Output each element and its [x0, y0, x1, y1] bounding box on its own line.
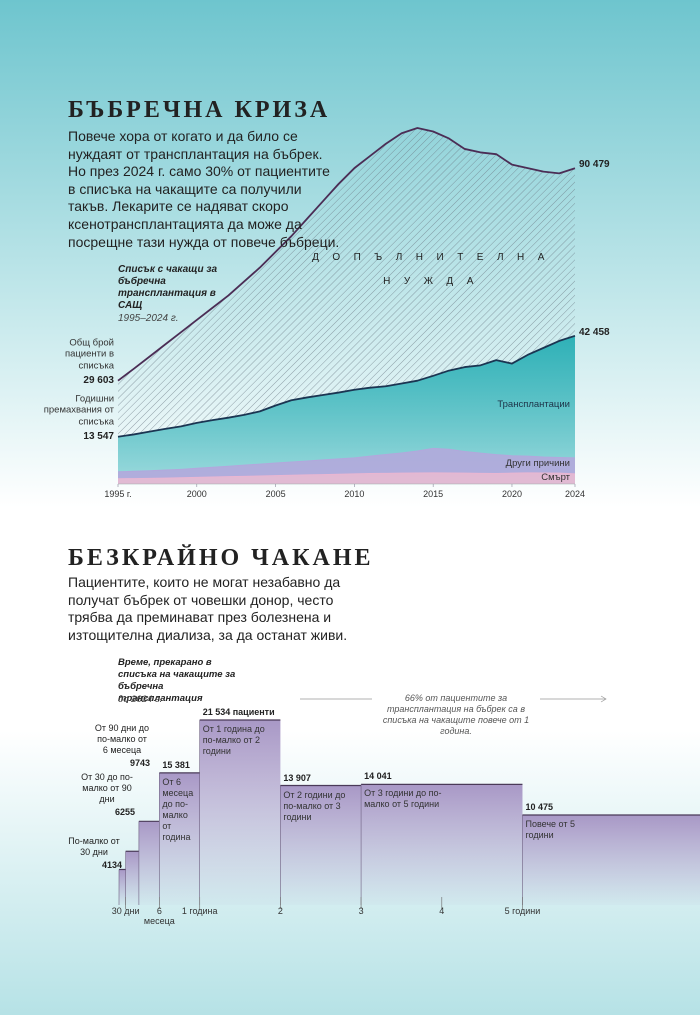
x-tick-label: 5 години	[504, 906, 541, 916]
annotation: Трансплантации	[497, 399, 570, 411]
value-label: 9743	[129, 758, 150, 768]
bar	[199, 720, 281, 905]
category-label: От 2 години до по-малко от 3 години	[283, 789, 346, 822]
x-tick-label: 30 дни	[111, 906, 140, 916]
category-label: От 90 дни до по-малко от 6 месеца	[94, 723, 150, 755]
series-label: Други причини	[505, 458, 570, 470]
series-line	[117, 127, 576, 382]
x-tick-label: 2005	[265, 489, 286, 499]
category-label: От 30 до по-малко от 90 дни	[81, 772, 133, 804]
x-tick-label: 6 месеца	[143, 906, 175, 926]
bar	[361, 784, 523, 905]
annotation: 66% от пациентите за трансплантация на б…	[382, 693, 530, 736]
bar	[280, 785, 362, 905]
value-label: 15 381	[162, 759, 190, 770]
value-label: 4134	[101, 860, 122, 870]
chart-period: до 2024 г.	[118, 694, 163, 705]
series-line	[117, 334, 576, 438]
series-label: Смърт	[541, 472, 570, 484]
x-tick-label: 2020	[501, 489, 522, 499]
x-tick-label: 2024	[564, 489, 586, 499]
bar	[159, 772, 200, 905]
bar	[138, 821, 160, 905]
category-label: По-малко от 30 дни	[68, 836, 120, 857]
chart-subtitle: Списък с чакащи за бъбречна трансплантац…	[118, 264, 218, 311]
bar	[522, 815, 700, 905]
arrow-head	[600, 695, 607, 703]
category-label: От 1 година до по-малко от 2 години	[202, 724, 265, 756]
stack-area	[118, 472, 575, 484]
annotation: ДОПЪЛНИТЕЛНА НУЖДА	[312, 252, 558, 287]
x-tick-label: 3	[358, 906, 364, 916]
x-tick-label: 4	[439, 906, 445, 916]
category-label: От 6 месеца до по-малко от година	[162, 776, 194, 842]
x-tick-label: 2	[277, 906, 283, 916]
intro-text: Пациентите, които не могат незабавно да …	[68, 574, 348, 643]
x-tick-label: 1995 г.	[104, 489, 132, 499]
value-label: 13 547	[83, 430, 114, 442]
bar	[125, 851, 139, 905]
value-label: 90 479	[579, 159, 610, 171]
stack-area	[118, 448, 575, 479]
x-tick-label: 2010	[344, 489, 365, 499]
value-label: 13 907	[283, 772, 311, 783]
value-label: 14 041	[364, 771, 392, 782]
removals-area	[118, 335, 575, 484]
value-label: 10 475	[525, 802, 553, 812]
value-label: 21 534 пациенти	[202, 707, 275, 717]
value-label: 29 603	[83, 374, 114, 386]
series-label: Годишни премахвания от списъка	[43, 393, 114, 428]
category-label: Повече от 5 години	[525, 819, 575, 840]
bar	[119, 869, 126, 905]
value-label: 42 458	[579, 326, 610, 338]
series-line	[117, 447, 576, 473]
chart-title: БЪБРЕЧНА КРИЗА	[68, 97, 331, 123]
series-label: Общ брой пациенти в списъка	[64, 337, 114, 372]
chart-title: БЕЗКРАЙНО ЧАКАНЕ	[68, 545, 374, 571]
x-tick-label: 2000	[186, 489, 207, 499]
value-label: 6255	[114, 807, 135, 817]
chart-subtitle: Време, прекарано в списъка на чакащите з…	[118, 657, 236, 704]
chart-period: 1995–2024 г.	[118, 313, 179, 324]
intro-text: Повече хора от когато и да било се нужда…	[68, 128, 340, 250]
series-line	[117, 472, 576, 480]
hatch-area	[118, 128, 575, 437]
x-tick-label: 2015	[423, 489, 444, 499]
x-tick-label: 1 година	[181, 906, 218, 916]
category-label: От 3 години до по-малко от 5 години	[364, 788, 442, 810]
